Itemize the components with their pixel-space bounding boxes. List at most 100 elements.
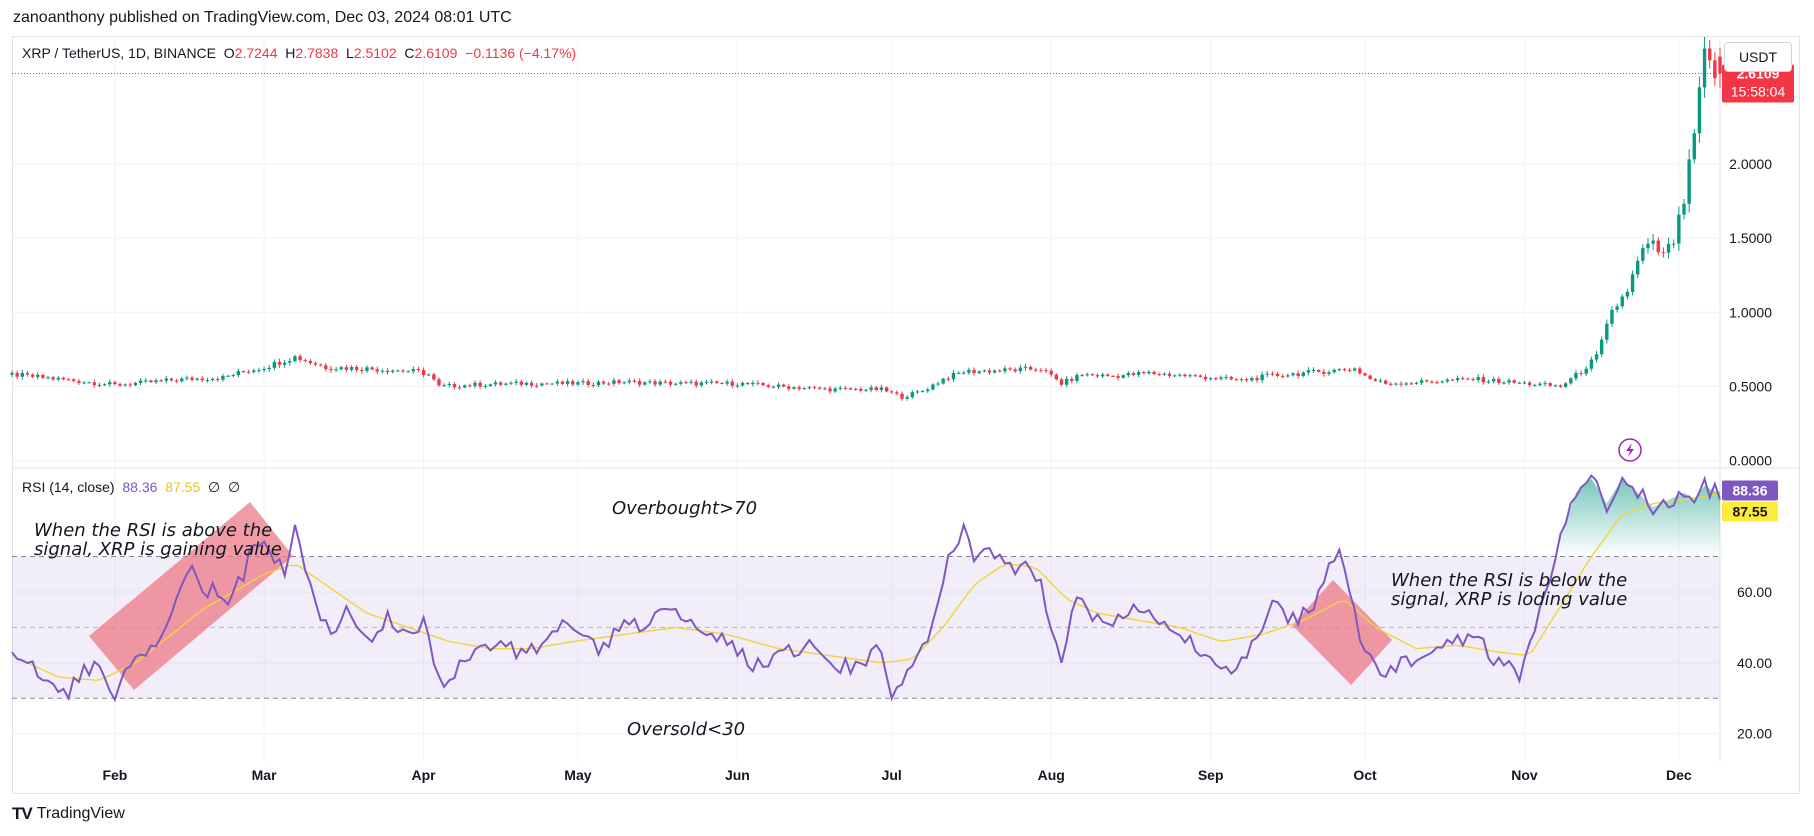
price-tag-box xyxy=(1722,64,1794,103)
rsi-tag-value: 88.36 xyxy=(1732,483,1767,499)
brand-name: TradingView xyxy=(36,805,125,822)
candle-body xyxy=(416,369,421,371)
open-value: 2.7244 xyxy=(234,45,278,61)
candle-body xyxy=(1635,260,1640,275)
candle-body xyxy=(1250,377,1254,381)
candle-body xyxy=(1347,370,1352,372)
candle-body xyxy=(1389,383,1393,385)
candle-body xyxy=(56,377,61,380)
candle-body xyxy=(1244,379,1249,381)
candle-body xyxy=(1214,378,1218,380)
candle-body xyxy=(1558,385,1563,387)
chart-frame xyxy=(12,36,1800,794)
candle-body xyxy=(138,380,143,383)
rsi-band xyxy=(12,556,1720,699)
candle-body xyxy=(627,380,632,383)
candle-body xyxy=(339,367,343,370)
candle-body xyxy=(1394,383,1398,385)
candle-body xyxy=(1574,373,1578,379)
candle-body xyxy=(396,370,400,372)
candle-body xyxy=(1167,373,1172,376)
candle-body xyxy=(1070,378,1074,381)
candle-body xyxy=(1301,372,1305,376)
candle-body xyxy=(1584,368,1588,374)
x-tick-label: Jun xyxy=(725,767,750,783)
candle-body xyxy=(1708,48,1712,61)
candle-body xyxy=(689,381,693,383)
change-value: −0.1136 (−4.17%) xyxy=(465,45,577,61)
close-label: C xyxy=(404,45,415,61)
candle-body xyxy=(72,379,76,382)
candle-body xyxy=(1445,379,1450,382)
close-value: 2.6109 xyxy=(414,45,458,61)
candle-body xyxy=(1358,368,1362,374)
candle-body xyxy=(668,381,673,385)
candle-body xyxy=(390,370,395,373)
candle-body xyxy=(1527,382,1532,386)
candle-body xyxy=(1322,371,1326,374)
candle-body xyxy=(1425,380,1429,382)
candle-body xyxy=(1440,381,1444,383)
x-tick-label: Jul xyxy=(882,767,902,783)
candle-body xyxy=(1404,383,1408,385)
candle-body xyxy=(1368,375,1372,380)
candle-body xyxy=(82,382,86,384)
candle-body xyxy=(874,387,878,391)
candle-body xyxy=(102,384,107,386)
y-tick-label: 0.5000 xyxy=(1729,378,1772,394)
candle-body xyxy=(1224,376,1228,378)
candle-body xyxy=(1203,376,1208,380)
candle-body xyxy=(442,385,446,387)
candle-body xyxy=(1594,354,1599,360)
candle-body xyxy=(1702,48,1707,88)
candle-body xyxy=(936,383,940,385)
candle-body xyxy=(776,384,781,387)
symbol-legend[interactable]: XRP / TetherUS, 1D, BINANCE O2.7244 H2.7… xyxy=(22,45,576,61)
signal-tag-value: 87.55 xyxy=(1732,504,1767,520)
candle-body xyxy=(879,387,884,391)
alert-icon[interactable] xyxy=(1618,438,1642,462)
candle-body xyxy=(1651,240,1655,244)
candle-body xyxy=(704,381,709,383)
candle-body xyxy=(843,387,848,389)
candle-body xyxy=(1491,378,1496,382)
candle-body xyxy=(1666,243,1671,253)
candle-body xyxy=(1713,60,1717,79)
candle-body xyxy=(1615,306,1619,310)
candle-body xyxy=(756,382,760,384)
candle-body xyxy=(1034,369,1038,371)
candle-body xyxy=(1363,373,1367,376)
candle-body xyxy=(617,380,621,384)
candle-body xyxy=(1466,378,1470,380)
candle-body xyxy=(46,377,50,379)
candle-body xyxy=(797,387,801,390)
candle-body xyxy=(751,382,755,385)
candle-body xyxy=(967,369,971,373)
candle-body xyxy=(787,386,791,389)
candle-body xyxy=(20,373,24,377)
candle-body xyxy=(113,382,117,384)
currency-button[interactable]: USDT xyxy=(1724,42,1792,72)
candle-body xyxy=(730,381,734,386)
candle-body xyxy=(699,382,704,386)
candle-body xyxy=(1075,374,1079,381)
candle-body xyxy=(586,381,590,385)
note-right-line1: When the RSI is below the xyxy=(1391,570,1627,591)
candle-body xyxy=(998,370,1002,372)
candle-body xyxy=(154,380,158,383)
brand[interactable]: TV TradingView xyxy=(12,804,125,824)
tradingview-logo-icon: TV xyxy=(12,804,33,823)
candle-body xyxy=(1579,373,1583,375)
candle-body xyxy=(817,387,822,389)
rsi-title: RSI (14, close) xyxy=(22,479,115,495)
candle-body xyxy=(1378,380,1383,382)
low-label: L xyxy=(346,45,354,61)
candle-body xyxy=(931,384,935,390)
rsi-legend[interactable]: RSI (14, close) 88.36 87.55 ∅ ∅ xyxy=(22,479,240,496)
candle-body xyxy=(1157,374,1161,376)
candle-body xyxy=(926,389,930,392)
rsi-lines xyxy=(11,474,1721,703)
candles xyxy=(10,37,1722,401)
